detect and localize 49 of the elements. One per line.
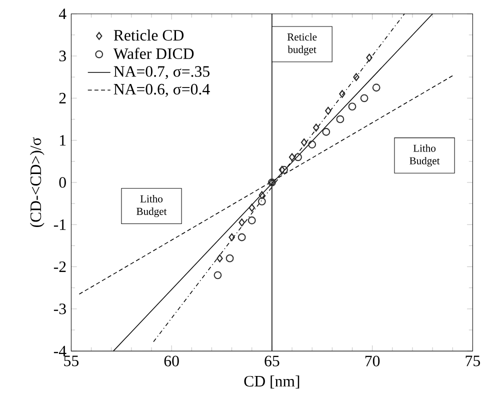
annotation: Litho Budget [136, 194, 167, 217]
point [238, 218, 245, 226]
point [214, 271, 222, 279]
y-tick-label: 3 [59, 50, 66, 62]
x-tick-label: 75 [466, 356, 480, 366]
y-tick-label: -2 [54, 261, 66, 272]
point [366, 54, 372, 62]
point [248, 216, 256, 224]
legend-label: Wafer DICD [113, 48, 194, 59]
point [278, 166, 286, 174]
point [226, 254, 234, 262]
x-tick-label: 55 [64, 356, 79, 366]
point [238, 233, 246, 242]
point [313, 124, 320, 132]
point [339, 90, 346, 98]
point [258, 197, 266, 206]
legend-label: NA=0.7, σ=.35 [114, 66, 210, 79]
point [353, 72, 360, 81]
y-tick-label: -3 [54, 303, 66, 314]
y-tick-label: -1 [54, 219, 66, 230]
point [360, 94, 368, 102]
point [325, 106, 332, 115]
point [288, 153, 296, 161]
point [300, 138, 308, 146]
point [308, 140, 316, 148]
point [336, 115, 344, 124]
annotation: Reticle budget [287, 32, 317, 56]
point [216, 254, 223, 262]
y-tick-label: 4 [58, 8, 66, 19]
point [280, 166, 288, 174]
point [228, 233, 235, 242]
point [248, 204, 255, 212]
point [322, 128, 330, 136]
annotation: Litho Budget [410, 144, 440, 166]
x-tick-label: 70 [365, 356, 380, 366]
point [258, 190, 266, 199]
x-tick-label: 65 [264, 356, 280, 366]
legend-label: Reticle CD [114, 29, 184, 40]
x-tick-label: 60 [164, 356, 179, 366]
y-axis-title: (CD-<CD>)/σ [30, 137, 44, 227]
point [294, 153, 302, 161]
y-tick-label: 1 [60, 134, 66, 146]
point [372, 83, 380, 92]
x-axis-title: CD [nm] [244, 375, 300, 388]
point [348, 102, 356, 110]
y-tick-label: -4 [54, 346, 66, 356]
y-tick-label: 2 [59, 92, 66, 104]
legend-label: NA=0.6, σ=0.4 [114, 84, 210, 97]
y-tick-label: 0 [59, 176, 66, 188]
